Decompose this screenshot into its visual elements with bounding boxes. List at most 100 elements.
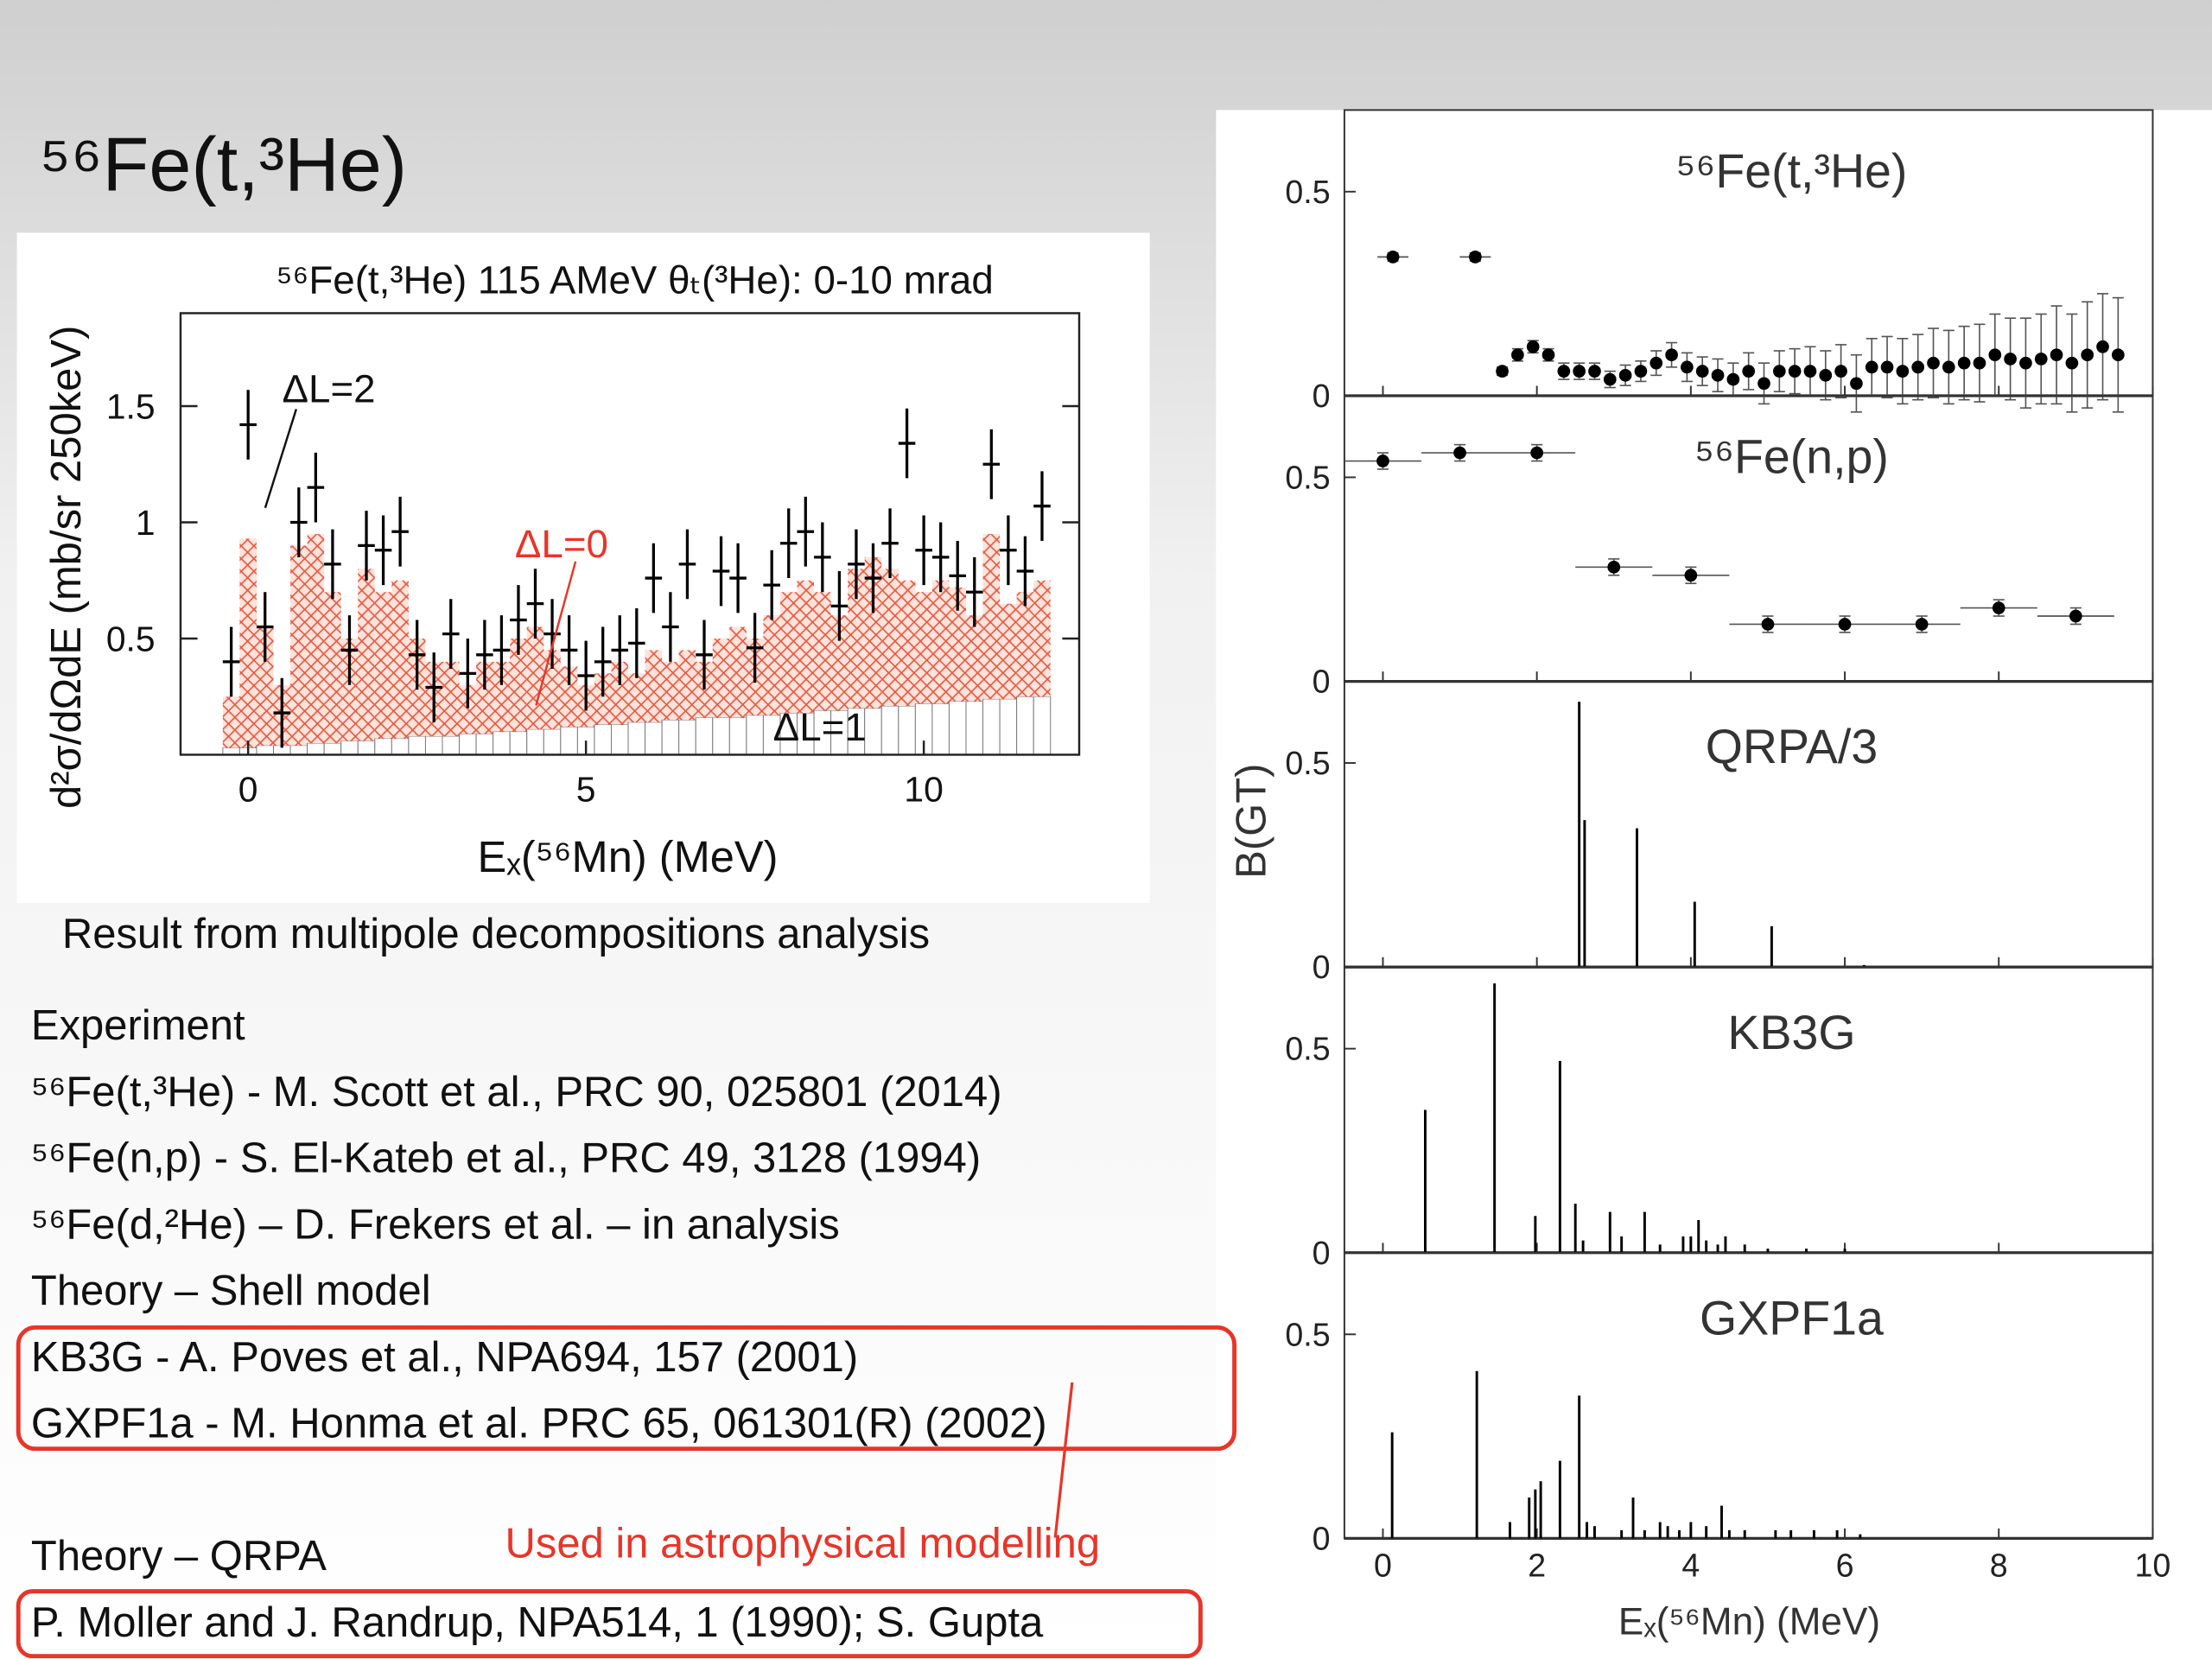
right-figure-bg (1216, 110, 2212, 1659)
component-bar (442, 735, 461, 755)
component-bar (391, 738, 410, 755)
data-point (1850, 377, 1863, 391)
data-point (1880, 360, 1894, 374)
highlight-box (16, 1589, 1203, 1659)
component-bar (881, 569, 899, 706)
data-point (1665, 348, 1678, 362)
component-bar (543, 728, 562, 755)
component-bar (1000, 603, 1017, 699)
component-bar (661, 719, 680, 755)
data-point (1573, 365, 1586, 378)
y-tick-label: 0.5 (1285, 1316, 1330, 1352)
component-bar (982, 533, 1001, 699)
data-point (1386, 251, 1400, 264)
component-bar (391, 580, 409, 739)
data-point (1819, 368, 1833, 382)
x-tick-label: 10 (904, 769, 943, 809)
data-point (2034, 353, 2048, 365)
component-bar (594, 724, 612, 755)
component-bar (323, 742, 342, 755)
component-bar (290, 545, 308, 746)
data-point (1541, 348, 1555, 362)
component-bar (476, 661, 493, 734)
component-bar (949, 587, 967, 702)
text-line: Experiment (31, 1002, 245, 1049)
component-bar (424, 735, 443, 755)
chart-title: ⁵⁶Fe(t,³He) 115 AMeV θₜ(³He): 0-10 mrad (276, 258, 994, 302)
component-bar (678, 719, 696, 755)
note: Used in astrophysical modelling (505, 1520, 1100, 1567)
component-bar (746, 715, 764, 755)
component-bar (848, 569, 865, 709)
component-bar (712, 638, 730, 718)
data-point (1761, 618, 1775, 631)
component-bar (814, 592, 831, 711)
y-tick-label: 0 (1313, 949, 1331, 985)
component-bar (898, 580, 916, 706)
data-point (1834, 365, 1847, 378)
data-point (1758, 377, 1770, 391)
panel-label: QRPA/3 (1706, 720, 1878, 773)
component-bar (307, 533, 325, 744)
data-point (1530, 446, 1544, 460)
panel-label: KB3G (1727, 1006, 1855, 1059)
component-bar (239, 538, 257, 748)
component-bar (324, 592, 341, 744)
data-point (2096, 340, 2109, 353)
data-point (1838, 618, 1852, 631)
component-bar (493, 661, 511, 732)
component-bar (442, 661, 460, 736)
component-bar (357, 740, 376, 755)
y-tick-label: 0.5 (106, 620, 156, 659)
component-bar (1033, 580, 1051, 697)
component-bar (459, 684, 477, 734)
component-bar (510, 638, 527, 732)
component-bar (915, 592, 932, 704)
component-bar (982, 698, 1001, 755)
component-bar (627, 721, 646, 755)
component-bar (340, 638, 359, 741)
data-point (1526, 340, 1540, 353)
data-point (1915, 618, 1929, 631)
y-tick-label: 0.5 (1285, 459, 1330, 495)
component-bar (931, 702, 950, 755)
text-line: Theory – Shell model (31, 1268, 431, 1314)
component-bar (763, 615, 780, 715)
data-point (1927, 356, 1940, 370)
component-bar (1016, 592, 1034, 697)
component-bar (408, 735, 426, 755)
component-bar (475, 733, 494, 755)
y-tick-label: 0 (1313, 1520, 1331, 1556)
data-point (1453, 446, 1466, 460)
x-tick-label: 2 (1528, 1547, 1546, 1583)
component-bar (965, 701, 984, 755)
component-bar (256, 626, 274, 746)
component-bar (307, 742, 325, 755)
component-bar (880, 705, 899, 755)
x-tick-label: 10 (2135, 1547, 2171, 1583)
text-line: Theory – QRPA (31, 1533, 327, 1580)
component-bar (678, 650, 696, 721)
data-point (1695, 365, 1709, 378)
component-bar (864, 708, 882, 755)
component-bar (1033, 696, 1052, 755)
component-bar (594, 673, 612, 725)
data-point (1607, 560, 1621, 574)
data-point (2065, 356, 2079, 370)
component-bar (695, 716, 714, 755)
text-line: ⁵⁶Fe(d,²He) – D. Frekers et al. – in ana… (31, 1201, 840, 1248)
panel-label: ⁵⁶Fe(n,p) (1694, 430, 1889, 484)
x-axis-label: Eₓ(⁵⁶Mn) (MeV) (478, 832, 779, 881)
data-point (1603, 372, 1617, 386)
caption: Result from multipole decompositions ana… (62, 911, 930, 957)
data-point (1742, 365, 1756, 378)
data-point (1788, 365, 1802, 378)
component-bar (493, 731, 511, 755)
annotation: ΔL=0 (515, 522, 608, 566)
component-bar (729, 626, 747, 718)
annotation-pointer (264, 409, 298, 509)
panel-label: ⁵⁶Fe(t,³He) (1676, 144, 1908, 198)
component-bar (931, 580, 950, 704)
slide-title: ⁵⁶Fe(t,³He) (40, 121, 407, 207)
